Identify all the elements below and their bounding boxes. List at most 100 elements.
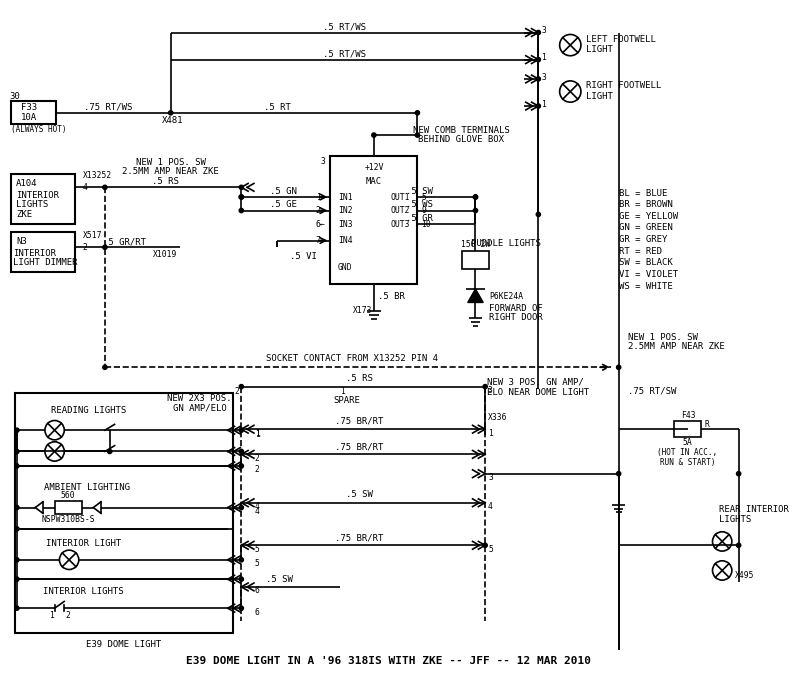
Text: NEW 2X3 POS.: NEW 2X3 POS. xyxy=(167,394,232,403)
Text: INTERIOR: INTERIOR xyxy=(13,248,56,257)
Text: 4: 4 xyxy=(255,507,260,516)
Text: IN1: IN1 xyxy=(338,192,353,201)
Text: 6: 6 xyxy=(255,608,260,617)
Text: R: R xyxy=(705,420,710,429)
Circle shape xyxy=(239,195,243,199)
Text: 2.5MM AMP NEAR ZKE: 2.5MM AMP NEAR ZKE xyxy=(122,167,219,176)
Text: 1: 1 xyxy=(255,430,260,439)
Circle shape xyxy=(239,505,243,510)
Text: 2: 2 xyxy=(82,243,87,252)
Text: RUN & START): RUN & START) xyxy=(660,457,715,466)
Text: 4: 4 xyxy=(488,502,493,511)
Text: X517: X517 xyxy=(82,231,102,240)
Text: 10: 10 xyxy=(422,219,431,228)
Circle shape xyxy=(474,195,478,199)
Circle shape xyxy=(14,505,19,510)
Text: 2.5MM AMP NEAR ZKE: 2.5MM AMP NEAR ZKE xyxy=(628,343,725,352)
Text: .75 BR/RT: .75 BR/RT xyxy=(335,442,383,451)
Circle shape xyxy=(239,208,243,212)
Text: 3: 3 xyxy=(321,156,326,165)
Circle shape xyxy=(536,57,541,62)
Text: 5: 5 xyxy=(255,545,260,554)
Text: 5: 5 xyxy=(255,559,260,568)
Text: RIGHT FOOTWELL: RIGHT FOOTWELL xyxy=(586,81,661,90)
Text: GND: GND xyxy=(338,263,353,272)
Circle shape xyxy=(239,195,243,199)
Text: IN2: IN2 xyxy=(338,206,353,215)
Text: NEW 1 POS. SW: NEW 1 POS. SW xyxy=(628,333,698,342)
Text: 1: 1 xyxy=(542,100,546,109)
Text: 1: 1 xyxy=(255,428,260,437)
Text: NEW COMB TERMINALS: NEW COMB TERMINALS xyxy=(413,126,510,135)
Circle shape xyxy=(474,195,478,199)
Bar xyxy=(11,174,75,224)
Text: 1←: 1← xyxy=(316,192,326,201)
Text: F43: F43 xyxy=(681,411,696,420)
Text: 3: 3 xyxy=(542,26,546,35)
Bar xyxy=(15,394,233,633)
Text: LIGHT: LIGHT xyxy=(586,92,613,101)
Text: (ALWAYS HOT): (ALWAYS HOT) xyxy=(11,125,66,134)
Circle shape xyxy=(239,464,243,468)
Circle shape xyxy=(483,385,487,389)
Text: 3: 3 xyxy=(487,386,492,395)
Circle shape xyxy=(108,449,112,453)
Text: NEW 3 POS. GN AMP/: NEW 3 POS. GN AMP/ xyxy=(487,377,584,386)
Text: ELO NEAR DOME LIGHT: ELO NEAR DOME LIGHT xyxy=(487,388,590,397)
Text: 5: 5 xyxy=(422,192,426,201)
Text: .75 BR/RT: .75 BR/RT xyxy=(335,533,383,542)
Text: .75 RT/SW: .75 RT/SW xyxy=(628,387,677,396)
Text: .5 RT: .5 RT xyxy=(264,102,290,111)
Text: N3: N3 xyxy=(16,237,26,246)
Text: 1: 1 xyxy=(340,387,345,396)
Text: VI = VIOLET: VI = VIOLET xyxy=(618,270,678,279)
Circle shape xyxy=(415,133,419,137)
Circle shape xyxy=(239,185,243,190)
Text: 3: 3 xyxy=(542,73,546,82)
Text: 3: 3 xyxy=(488,473,493,482)
Circle shape xyxy=(737,471,741,476)
Text: .5 GR/RT: .5 GR/RT xyxy=(102,237,146,246)
Text: 7←: 7← xyxy=(316,236,326,245)
Circle shape xyxy=(415,111,419,115)
Text: +12V: +12V xyxy=(364,163,384,172)
Text: BR = BROWN: BR = BROWN xyxy=(618,200,673,209)
Text: 1: 1 xyxy=(49,612,54,621)
Circle shape xyxy=(536,212,541,217)
Text: 10A: 10A xyxy=(21,113,37,122)
Text: WS = WHITE: WS = WHITE xyxy=(618,282,673,291)
Circle shape xyxy=(536,77,541,81)
Text: .75 BR/RT: .75 BR/RT xyxy=(335,417,383,426)
Text: .5 RS: .5 RS xyxy=(153,177,179,186)
Text: X481: X481 xyxy=(162,116,183,125)
Circle shape xyxy=(372,133,376,137)
Text: .5 RS: .5 RS xyxy=(346,374,373,383)
Circle shape xyxy=(14,606,19,610)
Circle shape xyxy=(169,111,173,115)
Text: INTERIOR: INTERIOR xyxy=(16,190,59,199)
Text: E39 DOME LIGHT: E39 DOME LIGHT xyxy=(86,641,162,650)
Circle shape xyxy=(474,208,478,212)
Text: SW = BLACK: SW = BLACK xyxy=(618,258,673,267)
Text: LEFT FOOTWELL: LEFT FOOTWELL xyxy=(586,35,656,44)
Circle shape xyxy=(483,543,487,547)
Text: 30: 30 xyxy=(9,92,20,101)
Text: RIGHT DOOR: RIGHT DOOR xyxy=(489,313,542,322)
Text: 6←: 6← xyxy=(316,219,326,228)
Text: .5 VI: .5 VI xyxy=(290,251,317,260)
Text: .5 GE: .5 GE xyxy=(270,200,298,209)
Circle shape xyxy=(14,577,19,581)
Text: READING LIGHTS: READING LIGHTS xyxy=(51,406,126,415)
Text: 9: 9 xyxy=(422,206,426,215)
Circle shape xyxy=(102,245,107,249)
Text: GE = YELLOW: GE = YELLOW xyxy=(618,212,678,221)
Circle shape xyxy=(239,577,243,581)
Text: LIGHTS: LIGHTS xyxy=(16,200,48,209)
Text: .5 BR: .5 BR xyxy=(378,292,405,301)
Text: FORWARD OF: FORWARD OF xyxy=(489,304,542,313)
Text: OUT2: OUT2 xyxy=(390,206,410,215)
Text: .5 RT/WS: .5 RT/WS xyxy=(323,49,366,58)
Circle shape xyxy=(737,543,741,547)
Text: 4: 4 xyxy=(255,502,260,511)
Text: .5 WS: .5 WS xyxy=(406,200,433,209)
